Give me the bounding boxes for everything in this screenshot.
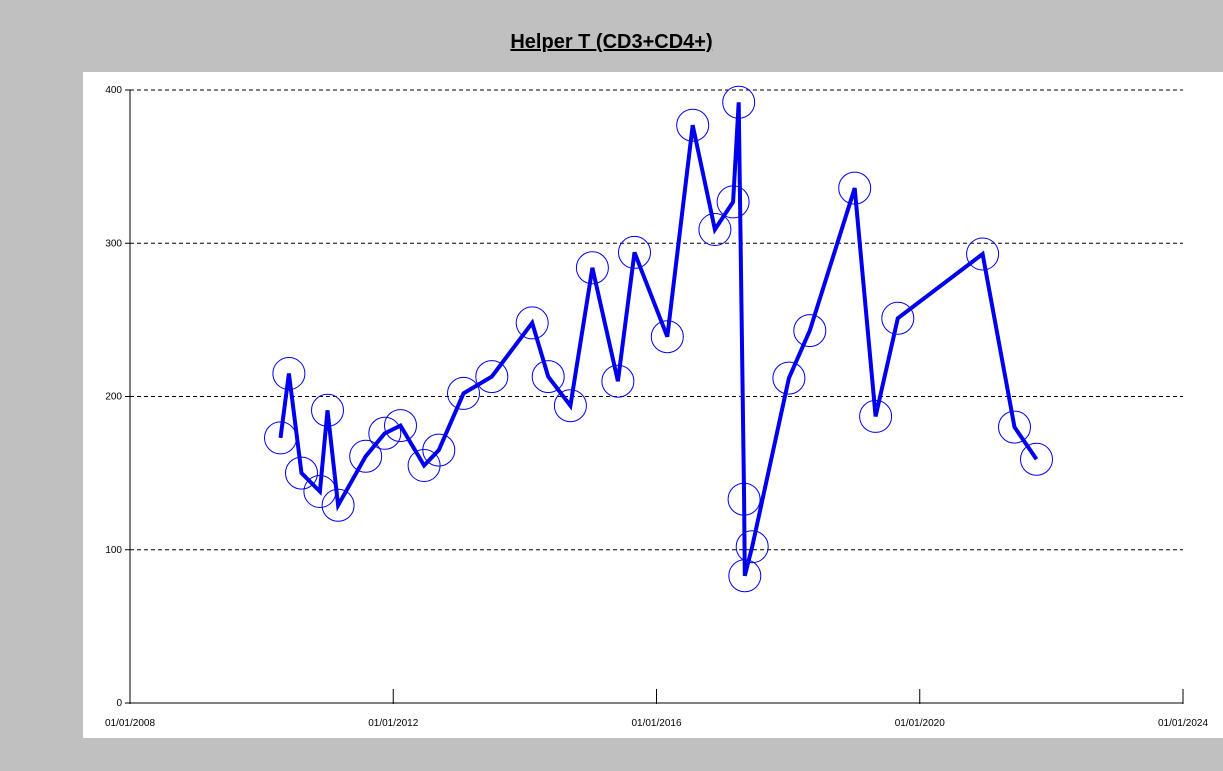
data-point (407, 449, 441, 482)
x-tick-label: 01/01/2020 (895, 718, 945, 729)
y-tick-label: 200 (105, 392, 122, 403)
data-point (838, 171, 872, 205)
x-tick-label: 01/01/2008 (105, 718, 155, 729)
data-point (475, 360, 509, 394)
y-tick-label: 300 (105, 238, 122, 249)
data-point (966, 237, 1000, 271)
data-point (531, 360, 565, 394)
data-point (601, 364, 635, 398)
data-point (676, 108, 710, 142)
data-point (515, 306, 549, 340)
data-point (998, 410, 1031, 444)
axes: 0 100 200 300 400 01/01/2008 01/01/2012 01/01/2… (105, 85, 1208, 729)
data-point (422, 433, 456, 467)
data-point (716, 185, 750, 219)
data-point (311, 393, 344, 427)
x-tick-label: 01/01/2016 (631, 718, 681, 729)
data-point (272, 357, 306, 390)
series-line (278, 102, 1039, 577)
data-point (772, 361, 806, 395)
data-point (650, 320, 684, 354)
plot-area (83, 72, 1223, 738)
data-point (727, 482, 761, 516)
data-point (285, 456, 318, 490)
data-point (368, 416, 402, 450)
data-point (735, 530, 769, 564)
data-point (553, 389, 587, 423)
data-point (349, 439, 383, 473)
chart-title: Helper T (CD3+CD4+) (510, 31, 713, 53)
data-markers (264, 85, 1053, 593)
data-point (859, 399, 893, 433)
data-point (1020, 442, 1053, 476)
y-tick-label: 100 (105, 545, 122, 556)
y-tick-label: 400 (105, 85, 122, 96)
data-series (278, 102, 1039, 577)
x-tick-label: 01/01/2012 (368, 718, 418, 729)
data-point (384, 409, 417, 443)
data-point (698, 213, 732, 246)
x-tick-label: 01/01/2024 (1158, 718, 1208, 729)
data-point (303, 475, 337, 508)
data-point (447, 376, 480, 410)
data-point (728, 559, 762, 593)
data-point (793, 314, 827, 348)
data-point (264, 421, 297, 455)
data-point (618, 235, 651, 269)
y-tick-label: 0 (116, 698, 122, 709)
data-point (575, 251, 609, 285)
data-point (881, 301, 915, 335)
data-point (722, 85, 756, 119)
data-point (321, 488, 355, 522)
